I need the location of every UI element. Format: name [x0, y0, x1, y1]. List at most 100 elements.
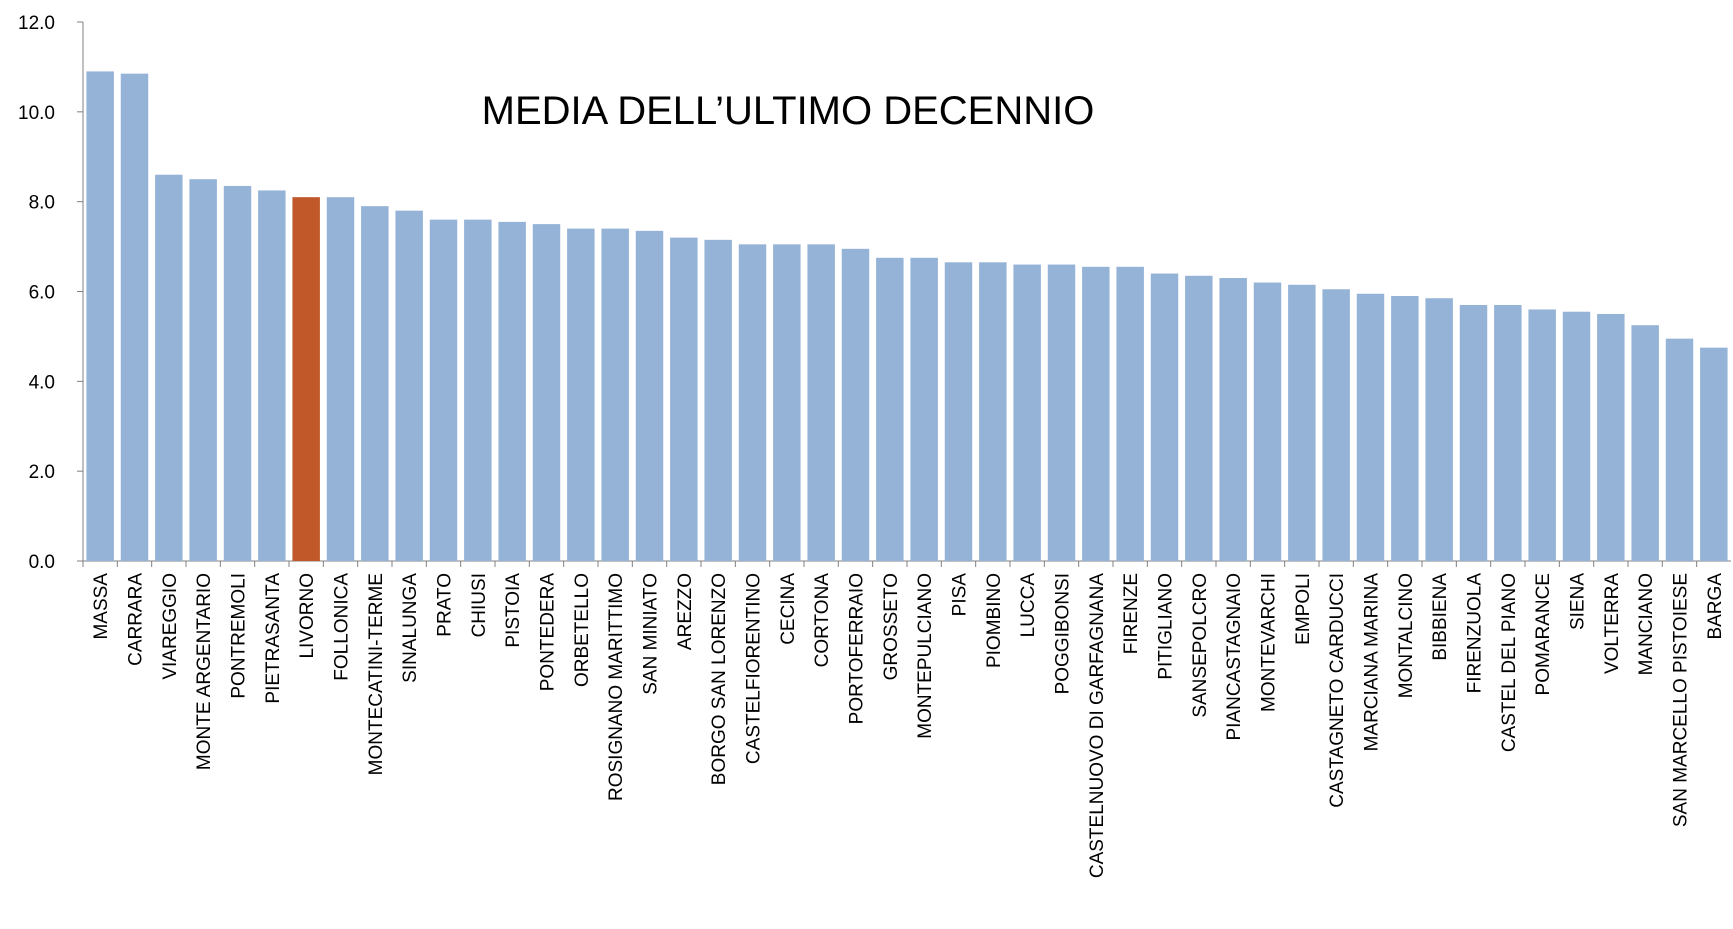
chart-title: MEDIA DELL’ULTIMO DECENNIO — [482, 89, 1095, 133]
bar — [1082, 266, 1110, 561]
x-tick-label: PIANCASTAGNAIO — [1224, 573, 1245, 741]
x-tick-label: SAN MINIATO — [641, 573, 662, 695]
x-tick-label: MASSA — [91, 573, 112, 640]
bar — [429, 219, 458, 561]
x-tick-label: SINALUNGA — [400, 573, 421, 683]
bar — [601, 228, 629, 561]
x-tick-label: ORBETELLO — [572, 573, 593, 687]
y-tick-label: 6.0 — [29, 283, 55, 304]
x-tick-label: CARRARA — [126, 573, 147, 666]
x-tick-label: SIENA — [1568, 573, 1589, 630]
y-tick-label: 12.0 — [18, 13, 55, 34]
x-tick-label: MONTEPULCIANO — [915, 573, 936, 739]
x-tick-label: CORTONA — [812, 573, 833, 668]
y-tick-label: 0.0 — [29, 552, 55, 573]
x-tick-label: PISA — [950, 573, 971, 617]
bar — [1700, 347, 1728, 561]
bar — [86, 71, 114, 562]
x-tick-label: CASTEL DEL PIANO — [1499, 573, 1520, 752]
bar — [1631, 325, 1659, 561]
bar — [1150, 273, 1179, 561]
bar — [532, 224, 561, 561]
bar — [258, 190, 286, 561]
x-tick-label: EMPOLI — [1293, 573, 1314, 645]
bar — [738, 244, 767, 561]
x-tick-label: LUCCA — [1018, 573, 1039, 638]
x-tick-label: LIVORNO — [297, 573, 318, 659]
bar — [395, 210, 423, 561]
bar — [223, 185, 252, 561]
bar — [498, 221, 526, 562]
x-tick-label: ROSIGNANO MARITTIMO — [606, 573, 627, 801]
bar — [979, 262, 1007, 561]
bar — [876, 257, 904, 561]
x-tick-label: BARGA — [1705, 573, 1726, 640]
bar — [1047, 264, 1076, 561]
x-tick-label: PONTREMOLI — [229, 573, 250, 699]
bar — [1597, 313, 1625, 561]
bar — [773, 244, 801, 561]
bar — [1219, 278, 1247, 561]
x-tick-label: PRATO — [435, 573, 456, 637]
bar — [1562, 311, 1591, 561]
bar — [635, 230, 664, 562]
x-tick-label: FIRENZUOLA — [1465, 573, 1486, 694]
x-tick-label: CASTAGNETO CARDUCCI — [1327, 573, 1348, 808]
y-tick-label: 8.0 — [29, 193, 55, 214]
x-tick-label: PIOMBINO — [984, 573, 1005, 668]
bar — [189, 179, 217, 562]
bar — [1288, 284, 1316, 561]
x-tick-label: MONTECATINI-TERME — [366, 573, 387, 775]
x-tick-label: PIETRASANTA — [263, 573, 284, 704]
x-tick-label: MONTALCINO — [1396, 573, 1417, 698]
x-tick-label: BORGO SAN LORENZO — [709, 573, 730, 785]
bar — [1356, 293, 1385, 561]
bar — [361, 206, 389, 562]
x-tick-label: CASTELFIORENTINO — [744, 573, 765, 764]
x-tick-label: FOLLONICA — [332, 573, 353, 681]
bar — [1253, 282, 1282, 561]
x-tick-label: PITIGLIANO — [1156, 573, 1177, 680]
bar — [326, 197, 355, 562]
bar — [120, 73, 149, 561]
bar — [292, 197, 320, 562]
bar — [1391, 295, 1419, 561]
x-tick-label: PORTOFERRAIO — [847, 573, 868, 724]
bar — [1185, 275, 1213, 561]
bar — [670, 237, 698, 561]
x-tick-label: MARCIANA MARINA — [1362, 573, 1383, 752]
x-tick-label: MONTEVARCHI — [1259, 573, 1280, 712]
x-tick-label: VOLTERRA — [1602, 573, 1623, 674]
x-tick-label: BIBBIENA — [1430, 573, 1451, 661]
x-tick-label: CASTELNUOVO DI GARFAGNANA — [1087, 573, 1108, 878]
bar — [1494, 304, 1522, 561]
bar — [1013, 264, 1041, 561]
x-tick-label: MANCIANO — [1636, 573, 1657, 675]
bar — [1665, 338, 1694, 561]
bar — [155, 174, 183, 561]
y-tick-label: 4.0 — [29, 372, 55, 393]
x-tick-label: FIRENZE — [1121, 573, 1142, 654]
bar — [464, 219, 492, 561]
y-tick-label: 2.0 — [29, 462, 55, 483]
bar — [807, 244, 835, 561]
bar — [841, 248, 870, 561]
x-tick-label: SAN MARCELLO PISTOIESE — [1671, 573, 1692, 827]
bar — [704, 239, 732, 562]
bar — [1322, 289, 1350, 561]
bar — [1459, 304, 1488, 561]
x-tick-label: CECINA — [778, 573, 799, 645]
y-tick-label: 10.0 — [18, 103, 55, 124]
x-tick-label: SANSEPOLCRO — [1190, 573, 1211, 718]
bar — [1425, 298, 1453, 561]
bar — [944, 262, 973, 561]
x-tick-label: MONTE ARGENTARIO — [194, 573, 215, 770]
x-tick-label: PONTEDERA — [538, 573, 559, 692]
bar — [910, 257, 938, 561]
bar — [567, 228, 595, 561]
x-tick-label: GROSSETO — [881, 573, 902, 680]
x-tick-label: AREZZO — [675, 573, 696, 650]
x-tick-label: PISTOIA — [503, 573, 524, 648]
bar — [1116, 266, 1144, 561]
